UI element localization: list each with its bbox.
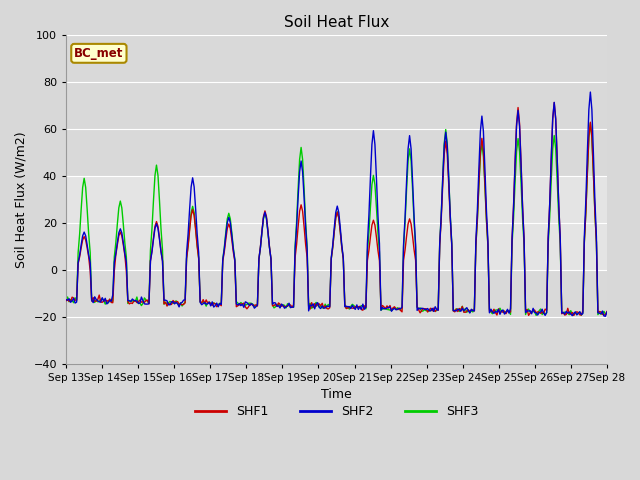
Line: SHF2: SHF2 bbox=[66, 92, 607, 316]
SHF3 bbox=[532, 312, 540, 318]
Text: BC_met: BC_met bbox=[74, 47, 124, 60]
Line: SHF1: SHF1 bbox=[66, 103, 607, 315]
SHF1 bbox=[251, 302, 259, 308]
SHF2 bbox=[223, 220, 231, 226]
SHF1 bbox=[603, 309, 611, 314]
SHF1 bbox=[570, 312, 578, 318]
SHF3 bbox=[223, 216, 231, 222]
Legend: SHF1, SHF2, SHF3: SHF1, SHF2, SHF3 bbox=[190, 400, 483, 423]
SHF2 bbox=[251, 305, 259, 311]
SHF2 bbox=[573, 312, 580, 318]
Title: Soil Heat Flux: Soil Heat Flux bbox=[284, 15, 389, 30]
SHF2 bbox=[586, 89, 594, 95]
SHF3 bbox=[575, 310, 582, 316]
SHF2 bbox=[603, 309, 611, 315]
Bar bbox=[66, 270, 607, 364]
SHF2 bbox=[299, 169, 307, 175]
Y-axis label: Soil Heat Flux (W/m2): Soil Heat Flux (W/m2) bbox=[15, 131, 28, 268]
SHF1 bbox=[550, 100, 558, 106]
X-axis label: Time: Time bbox=[321, 388, 352, 401]
SHF1 bbox=[241, 304, 249, 310]
SHF2 bbox=[602, 313, 609, 319]
Bar bbox=[66, 36, 607, 176]
SHF3 bbox=[62, 299, 70, 304]
SHF3 bbox=[586, 120, 594, 126]
SHF1 bbox=[299, 208, 307, 214]
SHF3 bbox=[299, 156, 307, 162]
SHF1 bbox=[62, 298, 70, 304]
Bar bbox=[66, 176, 607, 270]
SHF3 bbox=[129, 298, 136, 303]
SHF2 bbox=[241, 299, 249, 305]
SHF1 bbox=[129, 300, 136, 306]
SHF2 bbox=[62, 297, 70, 302]
SHF2 bbox=[129, 296, 136, 302]
SHF1 bbox=[223, 226, 231, 231]
SHF3 bbox=[251, 304, 259, 310]
SHF3 bbox=[603, 310, 611, 316]
Line: SHF3: SHF3 bbox=[66, 123, 607, 315]
SHF1 bbox=[576, 312, 584, 318]
SHF3 bbox=[241, 302, 249, 308]
